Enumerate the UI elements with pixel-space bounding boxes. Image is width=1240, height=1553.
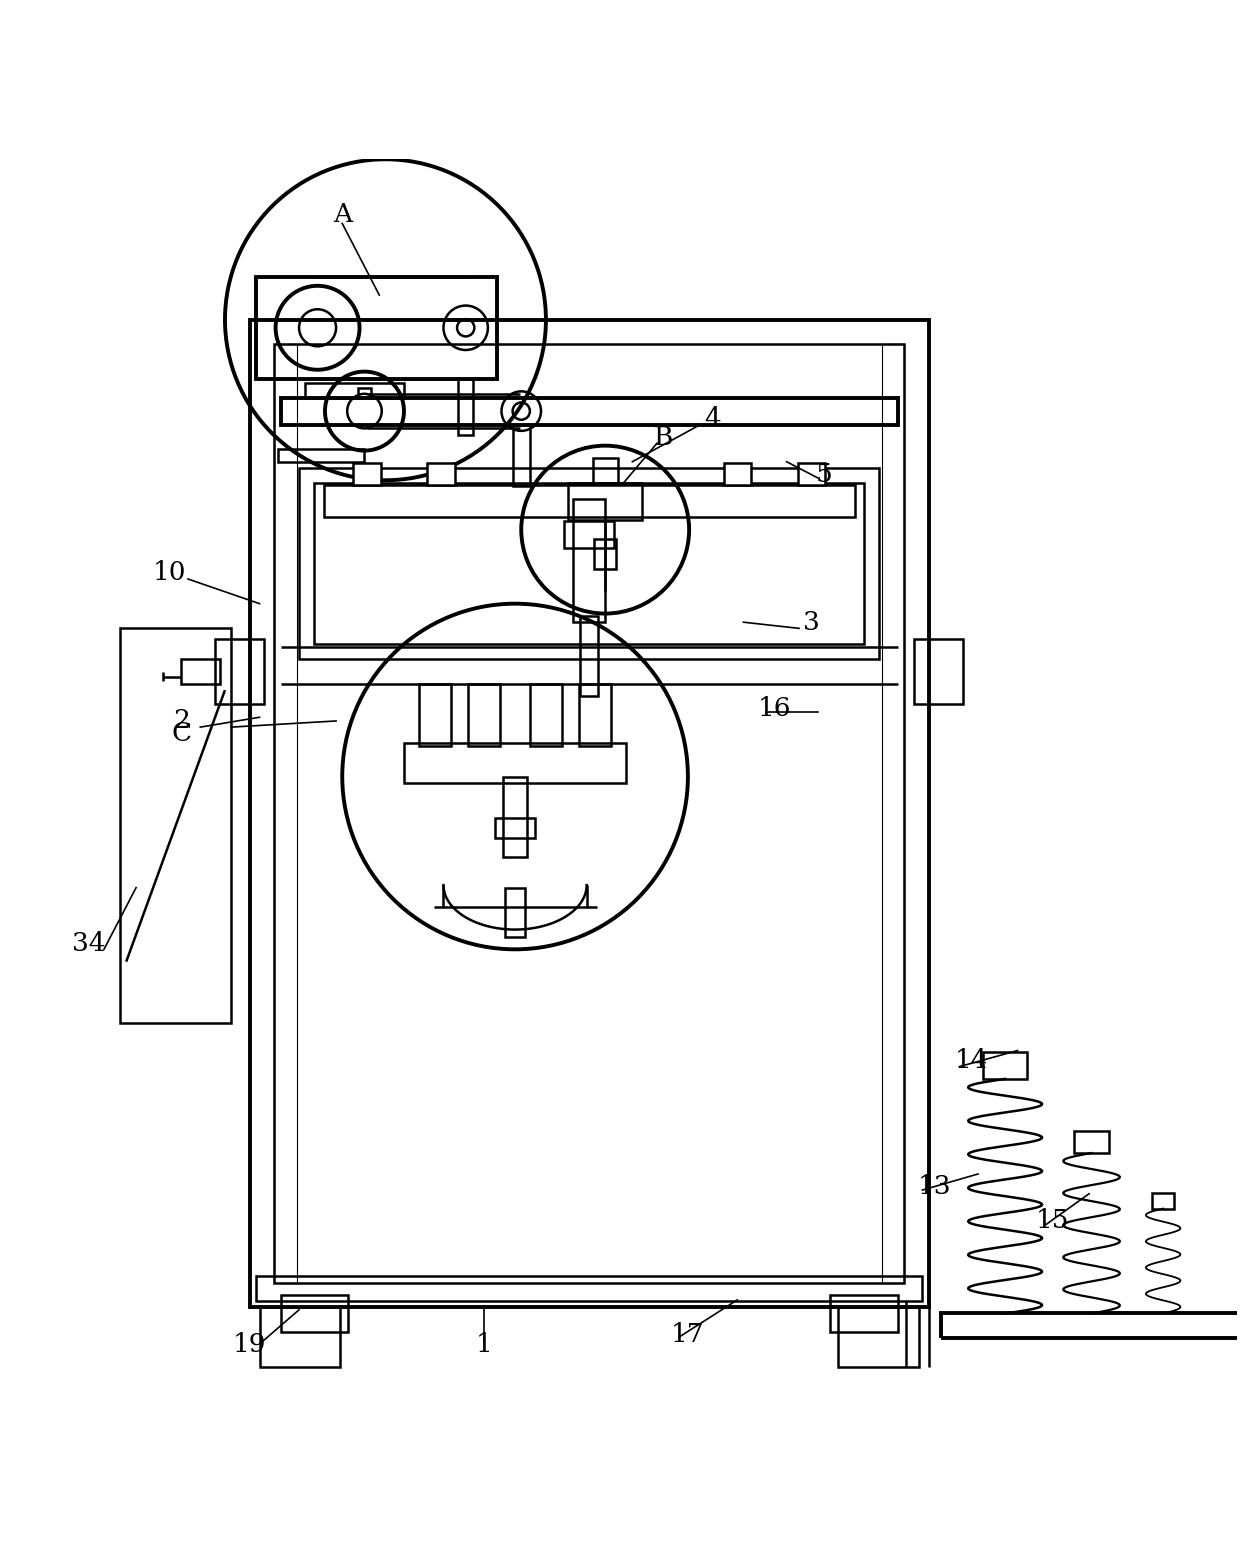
Circle shape	[342, 604, 688, 949]
Bar	[512, 424, 529, 486]
Text: A: A	[332, 202, 352, 227]
Bar	[593, 458, 618, 483]
Text: 34: 34	[72, 930, 105, 955]
Bar	[495, 818, 534, 839]
Text: 3: 3	[804, 610, 820, 635]
Bar	[502, 776, 527, 857]
Bar	[181, 658, 219, 683]
Bar	[280, 1295, 348, 1332]
Bar	[914, 640, 963, 704]
Bar	[1152, 1193, 1174, 1208]
Bar	[299, 467, 879, 658]
Bar	[469, 683, 500, 745]
Text: 5: 5	[816, 461, 832, 486]
Bar	[428, 463, 455, 485]
Bar	[255, 1277, 923, 1301]
Text: B: B	[653, 424, 673, 449]
Text: C: C	[171, 721, 192, 745]
Text: 4: 4	[704, 405, 720, 432]
Text: 10: 10	[153, 561, 186, 585]
Circle shape	[521, 446, 689, 613]
Bar	[797, 463, 825, 485]
Bar	[215, 640, 264, 704]
Bar	[568, 483, 642, 520]
Bar	[305, 382, 404, 398]
Text: 19: 19	[233, 1332, 267, 1357]
Bar	[1074, 1131, 1109, 1152]
Bar	[249, 320, 929, 1308]
Text: 14: 14	[955, 1048, 988, 1073]
Bar	[724, 463, 751, 485]
Bar	[594, 539, 616, 568]
Bar	[941, 1314, 1240, 1339]
Bar	[564, 520, 614, 548]
Bar	[580, 617, 598, 696]
Bar	[120, 629, 231, 1023]
Bar	[255, 276, 496, 379]
Bar	[419, 683, 451, 745]
Bar	[983, 1051, 1028, 1079]
Bar	[529, 683, 562, 745]
Bar	[278, 449, 365, 461]
Text: 17: 17	[671, 1322, 704, 1346]
Bar	[274, 345, 296, 1283]
Bar	[353, 463, 381, 485]
Bar	[274, 345, 904, 1283]
Bar	[579, 683, 611, 745]
Bar	[838, 1308, 919, 1367]
Bar	[459, 379, 474, 435]
Bar	[358, 388, 371, 398]
Text: 1: 1	[476, 1332, 492, 1357]
Bar	[573, 499, 605, 623]
Bar	[280, 398, 898, 424]
Bar	[404, 744, 626, 783]
Bar	[505, 888, 525, 936]
Bar	[259, 1308, 340, 1367]
Bar	[314, 483, 864, 644]
Bar	[324, 485, 854, 517]
Bar	[882, 345, 904, 1283]
Bar	[830, 1295, 898, 1332]
Text: 13: 13	[918, 1174, 951, 1199]
Text: 15: 15	[1035, 1208, 1069, 1233]
Text: 16: 16	[758, 696, 791, 721]
Text: 2: 2	[174, 708, 190, 733]
Circle shape	[224, 160, 546, 480]
